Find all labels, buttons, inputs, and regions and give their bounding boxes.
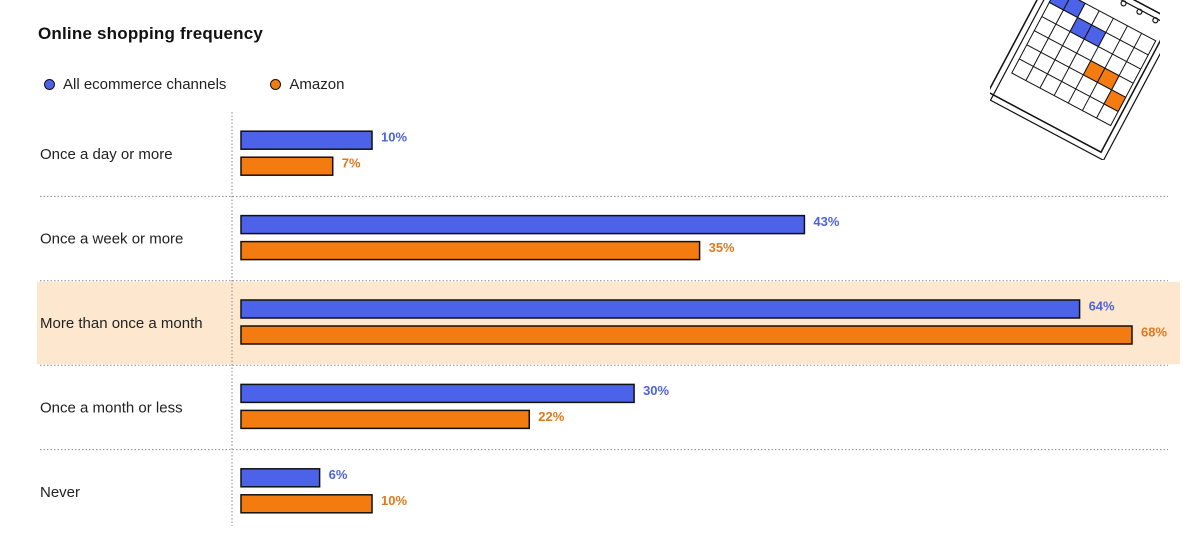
legend-swatch-amazon [270, 79, 282, 90]
data-label: 64% [1089, 298, 1115, 313]
data-label: 10% [381, 130, 407, 145]
bar [240, 240, 701, 261]
category-label: Once a day or more [40, 146, 173, 163]
category-label: Never [40, 484, 80, 501]
bar [240, 156, 334, 176]
calendar-illustration [990, 0, 1160, 160]
bar [240, 130, 373, 150]
legend-swatch-all-ecommerce [44, 79, 55, 90]
chart-title: Online shopping frequency [38, 24, 264, 43]
data-label: 22% [538, 409, 564, 424]
bar [240, 494, 373, 514]
data-label: 68% [1141, 324, 1167, 339]
data-label: 30% [643, 383, 669, 398]
data-label: 35% [709, 240, 735, 255]
legend-label-amazon: Amazon [289, 76, 345, 93]
bar [240, 325, 1133, 345]
bar [240, 299, 1081, 319]
bar [240, 409, 531, 430]
bar [240, 468, 321, 488]
legend-label-all-ecommerce: All ecommerce channels [63, 76, 227, 93]
legend-item-amazon: Amazon [270, 76, 344, 93]
category-label: Once a week or more [40, 231, 183, 248]
bar [240, 383, 635, 404]
data-label: 7% [342, 156, 361, 171]
legend-item-all-ecommerce: All ecommerce channels [44, 76, 226, 93]
data-label: 43% [813, 214, 839, 229]
bar [240, 214, 806, 235]
category-label: More than once a month [40, 315, 203, 332]
data-label: 10% [381, 493, 407, 508]
chart-legend: All ecommerce channels Amazon [44, 76, 388, 93]
highlight-band [37, 281, 1180, 365]
category-label: Once a month or less [40, 399, 183, 416]
data-label: 6% [329, 467, 348, 482]
